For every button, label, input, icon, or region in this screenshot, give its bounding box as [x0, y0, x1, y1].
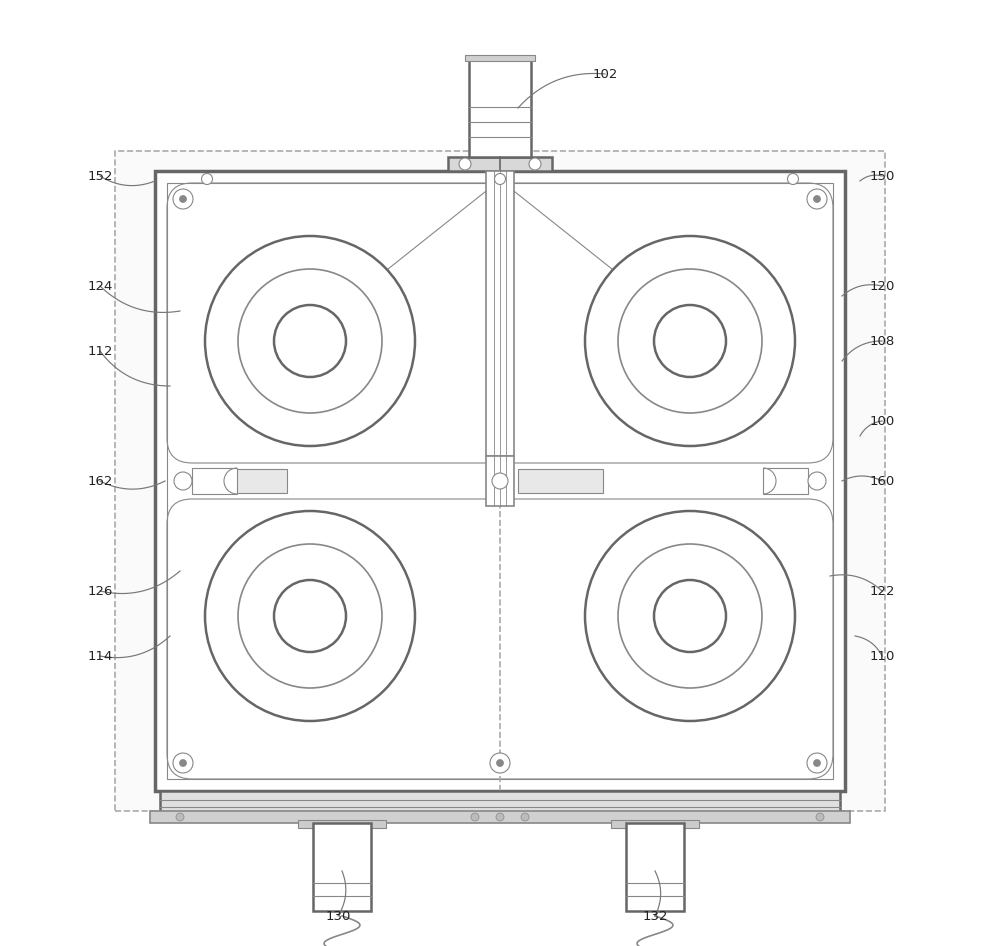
Circle shape	[274, 305, 346, 377]
Circle shape	[173, 753, 193, 773]
Circle shape	[529, 158, 541, 170]
Bar	[448, 157, 552, 171]
Text: 114: 114	[87, 650, 113, 662]
Bar	[313, 823, 371, 911]
Circle shape	[238, 269, 382, 413]
Circle shape	[173, 189, 193, 209]
Circle shape	[814, 760, 821, 766]
Circle shape	[274, 580, 346, 652]
Text: 150: 150	[869, 169, 895, 183]
Circle shape	[180, 760, 186, 766]
Circle shape	[496, 760, 504, 766]
Circle shape	[496, 813, 504, 821]
Bar	[202, 469, 287, 493]
Circle shape	[618, 544, 762, 688]
Circle shape	[459, 158, 471, 170]
Bar	[469, 57, 531, 157]
Circle shape	[174, 472, 192, 490]
Text: 162: 162	[87, 475, 113, 487]
Circle shape	[654, 305, 726, 377]
Bar	[167, 183, 833, 779]
Bar	[150, 811, 850, 823]
Bar	[486, 171, 514, 456]
Bar	[611, 820, 699, 828]
Text: 100: 100	[869, 414, 895, 428]
Bar	[160, 791, 840, 813]
Text: 126: 126	[87, 585, 113, 598]
Text: 102: 102	[592, 67, 618, 80]
Circle shape	[807, 189, 827, 209]
Bar	[763, 468, 808, 494]
Circle shape	[494, 173, 506, 184]
Text: 124: 124	[87, 279, 113, 292]
Text: 120: 120	[869, 279, 895, 292]
Text: 122: 122	[869, 585, 895, 598]
Circle shape	[816, 813, 824, 821]
Circle shape	[808, 472, 826, 490]
Circle shape	[654, 580, 726, 652]
Circle shape	[202, 173, 213, 184]
Bar	[626, 823, 684, 911]
Text: 108: 108	[869, 335, 895, 347]
Bar	[486, 456, 514, 506]
Text: 132: 132	[642, 909, 668, 922]
Text: 130: 130	[325, 909, 351, 922]
Circle shape	[788, 173, 799, 184]
Bar	[518, 469, 603, 493]
Bar	[465, 55, 535, 61]
Circle shape	[585, 511, 795, 721]
Text: 152: 152	[87, 169, 113, 183]
Text: 160: 160	[869, 475, 895, 487]
Circle shape	[585, 236, 795, 446]
Text: 112: 112	[87, 344, 113, 358]
Circle shape	[176, 813, 184, 821]
Circle shape	[492, 473, 508, 489]
Circle shape	[238, 544, 382, 688]
Circle shape	[180, 196, 186, 202]
Circle shape	[618, 269, 762, 413]
Text: 110: 110	[869, 650, 895, 662]
Bar	[115, 151, 885, 811]
Circle shape	[205, 236, 415, 446]
Bar	[192, 468, 237, 494]
Circle shape	[471, 813, 479, 821]
Bar	[298, 820, 386, 828]
Circle shape	[490, 753, 510, 773]
Circle shape	[814, 196, 821, 202]
Circle shape	[205, 511, 415, 721]
Circle shape	[807, 753, 827, 773]
Bar	[155, 171, 845, 791]
Circle shape	[521, 813, 529, 821]
